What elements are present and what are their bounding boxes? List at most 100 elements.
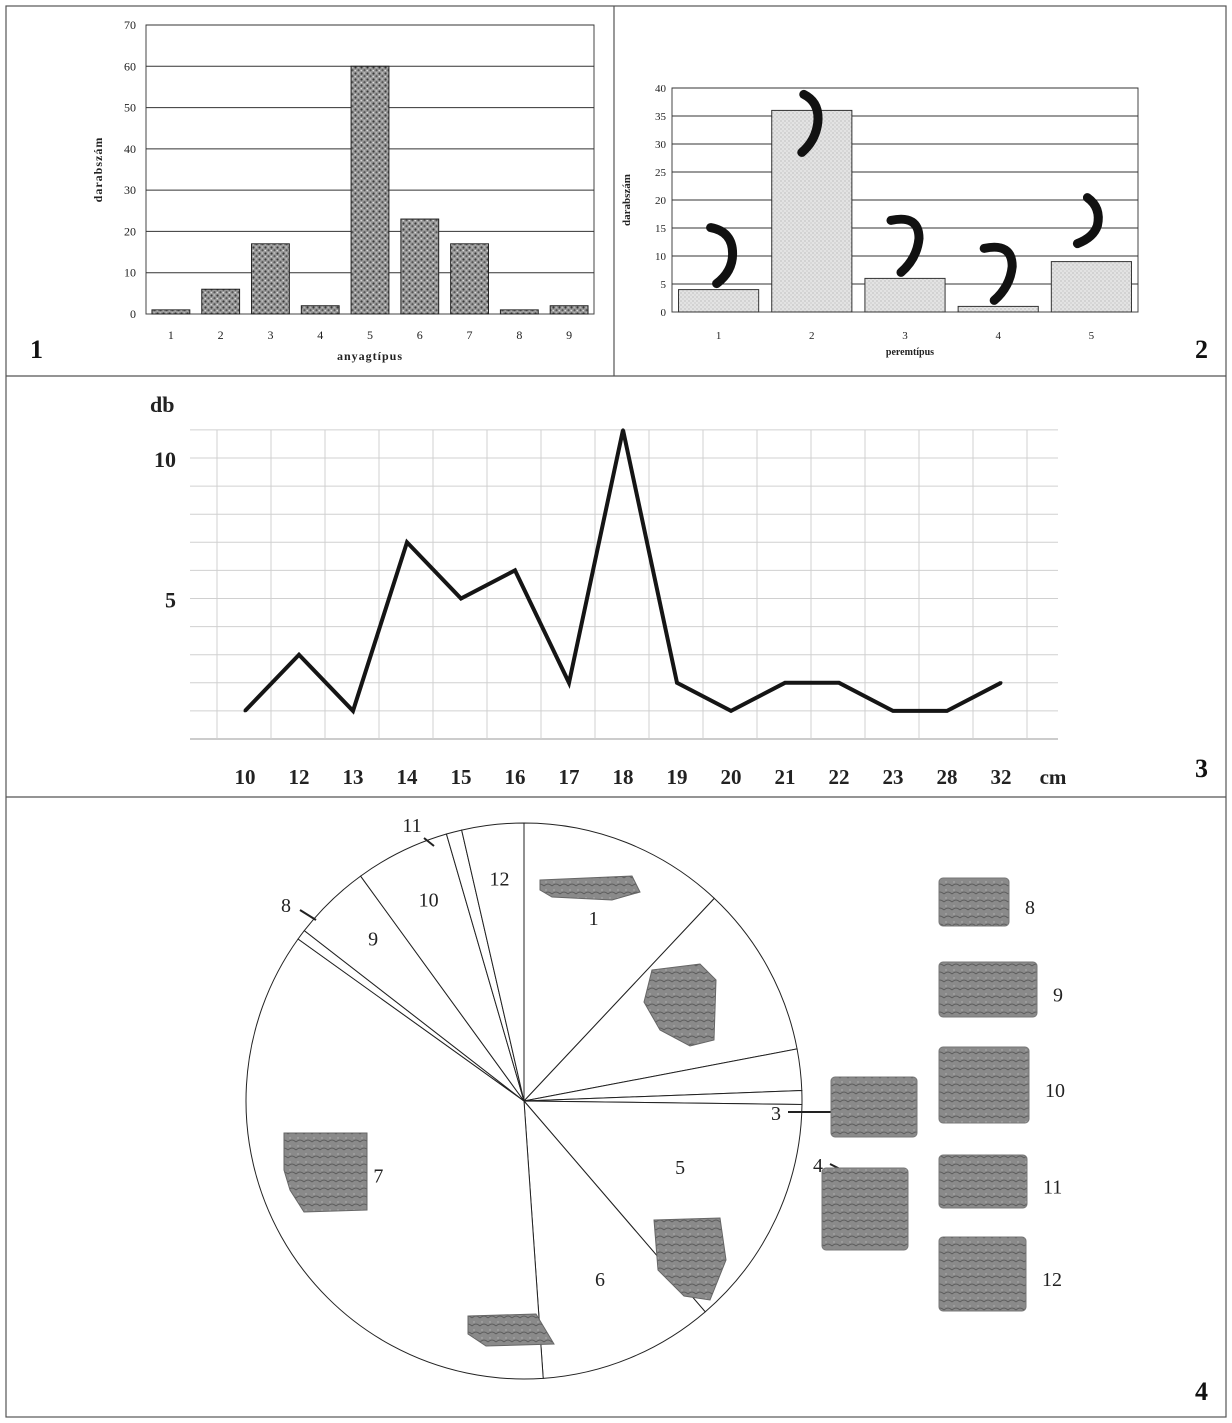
panel-1-bar-chart: 0 10 20 30 40 50 60 70 1 2 3 4 5 6 7 8 9 anyagtípus darabs… — [91, 18, 595, 363]
y-tick-label: 0 — [661, 307, 667, 319]
x-tick-label: 23 — [883, 765, 904, 789]
x-tick-label: 7 — [467, 328, 473, 342]
x-tick-label: 15 — [451, 765, 472, 789]
x-tick-label: 10 — [235, 765, 256, 789]
figure-number-3: 3 — [1195, 754, 1208, 783]
leader-line — [299, 909, 317, 921]
pie-slice — [461, 822, 525, 1102]
x-tick-label: 2 — [809, 330, 815, 342]
y-tick-label: 10 — [655, 251, 667, 263]
x-tick-label: 17 — [559, 765, 580, 789]
y-tick-label: 30 — [655, 139, 667, 151]
y-tick-label: 70 — [124, 18, 136, 32]
y-tick-label: 20 — [124, 224, 136, 238]
x-tick-label: 9 — [566, 328, 572, 342]
bar — [300, 305, 340, 315]
x-tick-label: 2 — [218, 328, 224, 342]
slice-label: 7 — [373, 1165, 383, 1187]
panel-4-pie-chart: 12567910121183489101112 — [245, 815, 1065, 1380]
sherd-sample-9-icon — [938, 961, 1038, 1018]
slice-label: 6 — [595, 1269, 605, 1291]
bar — [450, 243, 489, 315]
y-tick-label: 5 — [165, 588, 176, 613]
slice-label: 11 — [402, 815, 421, 837]
data-point — [621, 428, 625, 432]
figure-number-4: 4 — [1195, 1377, 1208, 1406]
y-tick-label: 35 — [655, 111, 667, 123]
x-tick-label: 1 — [716, 330, 722, 342]
bar — [957, 305, 1039, 313]
rim-profile-icon — [886, 214, 924, 277]
x-tick-label: 22 — [829, 765, 850, 789]
thumbnail-label: 10 — [1045, 1080, 1065, 1102]
rim-profile-icon — [1072, 193, 1103, 249]
x-tick-label: 5 — [367, 328, 373, 342]
x-tick-label: 18 — [613, 765, 634, 789]
y-tick-label: 15 — [655, 223, 667, 235]
rim-profile-icon — [706, 223, 738, 289]
bar — [678, 289, 760, 313]
pie-slice — [522, 1100, 803, 1313]
y-tick-label: 30 — [124, 183, 136, 197]
bar — [864, 277, 946, 313]
data-point — [729, 709, 733, 713]
bar — [350, 65, 390, 315]
sherd-sample-8-icon — [938, 877, 1010, 927]
y-tick-label: 40 — [655, 83, 667, 95]
x-tick-label: 8 — [516, 328, 522, 342]
y-tick-label: 10 — [124, 266, 136, 280]
thumbnail-label: 11 — [1043, 1177, 1062, 1199]
thumbnail-label: 8 — [1025, 897, 1035, 919]
data-point — [405, 540, 409, 544]
y-tick-label: 40 — [124, 142, 136, 156]
leader-line — [423, 837, 435, 847]
data-point — [513, 568, 517, 572]
x-tick-label: 1 — [168, 328, 174, 342]
x-tick-label: 21 — [775, 765, 796, 789]
figure-number-1: 1 — [30, 335, 43, 364]
y-tick-label: 20 — [655, 195, 667, 207]
x-tick-label: 4 — [317, 328, 323, 342]
x-axis-label: anyagtípus — [337, 349, 403, 363]
sherd-5-icon — [653, 1217, 727, 1301]
bar — [1050, 261, 1132, 313]
x-tick-label: 12 — [289, 765, 310, 789]
slice-label: 10 — [419, 889, 439, 911]
x-tick-label: 20 — [721, 765, 742, 789]
data-point — [351, 709, 355, 713]
data-point — [891, 709, 895, 713]
data-point — [675, 681, 679, 685]
x-tick-label: 3 — [902, 330, 908, 342]
y-tick-label: 25 — [655, 167, 667, 179]
sherd-sample-11-icon — [938, 1154, 1028, 1209]
y-tick-label: 0 — [130, 307, 136, 321]
sherd-sample-4-icon — [821, 1167, 909, 1251]
slice-label: 4 — [813, 1155, 823, 1177]
data-point — [945, 709, 949, 713]
x-tick-label: 13 — [343, 765, 364, 789]
x-tick-label: 19 — [667, 765, 688, 789]
y-tick-label: 50 — [124, 101, 136, 115]
sherd-sample-3-icon — [830, 1076, 918, 1138]
pie-slice — [245, 938, 544, 1380]
thumbnail-label: 9 — [1053, 985, 1063, 1007]
sherd-sample-10-icon — [938, 1046, 1030, 1124]
y-axis-label: darabszám — [91, 137, 105, 203]
data-point — [837, 681, 841, 685]
sherd-sample-12-icon — [938, 1236, 1027, 1312]
y-tick-label: 10 — [154, 447, 176, 472]
pie-slice — [523, 1099, 706, 1379]
data-point — [567, 681, 571, 685]
x-tick-label: 14 — [397, 765, 419, 789]
data-point — [999, 681, 1003, 685]
x-tick-label: 16 — [505, 765, 526, 789]
figure-number-2: 2 — [1195, 335, 1208, 364]
panel-3-line-chart: db 5 10 10 12 13 14 15 16 17 18 19 20 21 22 23 28 32 cm — [150, 392, 1067, 789]
sherd-1-icon — [539, 875, 641, 901]
x-tick-label: 3 — [267, 328, 273, 342]
x-axis-unit-label: cm — [1040, 765, 1067, 789]
y-axis-label: db — [150, 392, 174, 417]
data-point — [783, 681, 787, 685]
bar — [151, 309, 191, 315]
